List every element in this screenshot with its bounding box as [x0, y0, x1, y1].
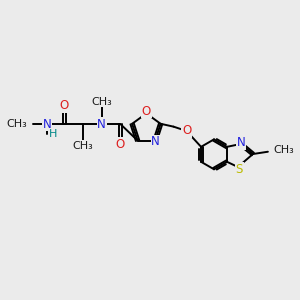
Text: O: O [60, 99, 69, 112]
Text: S: S [236, 163, 243, 176]
Text: CH₃: CH₃ [73, 141, 93, 151]
Text: CH₃: CH₃ [7, 119, 27, 129]
Text: H: H [49, 129, 58, 139]
Text: O: O [142, 105, 151, 118]
Text: O: O [182, 124, 191, 137]
Text: CH₃: CH₃ [92, 97, 112, 106]
Text: N: N [43, 118, 51, 130]
Text: CH₃: CH₃ [274, 145, 294, 155]
Text: N: N [152, 136, 160, 148]
Text: O: O [116, 138, 125, 151]
Text: N: N [98, 118, 106, 130]
Text: N: N [236, 136, 245, 149]
